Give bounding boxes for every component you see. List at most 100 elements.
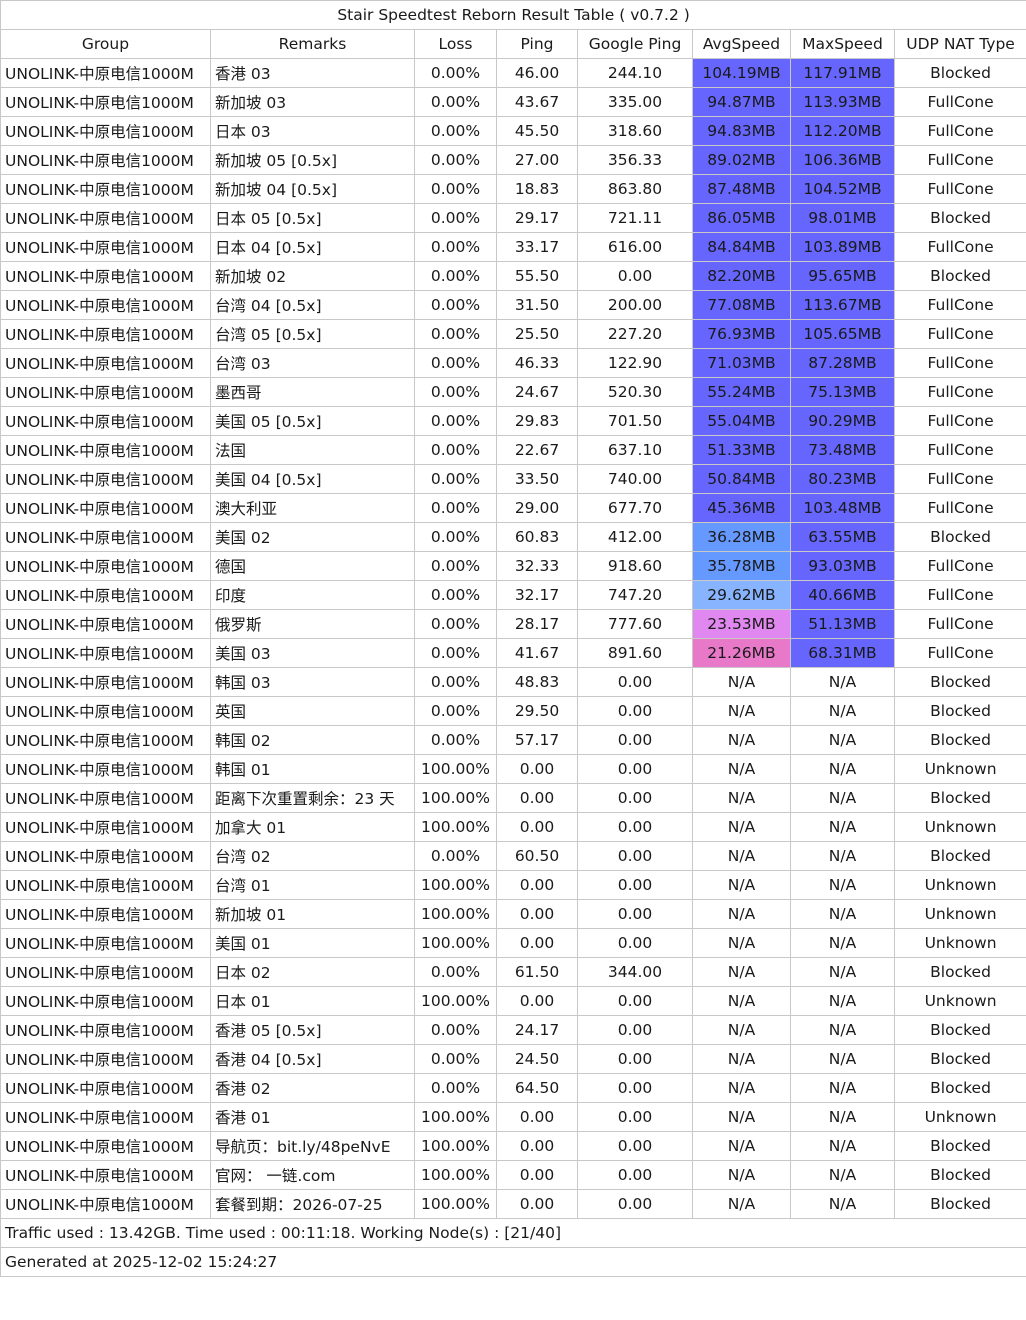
ping-cell: 61.50 (496, 957, 578, 987)
avg-speed-cell: N/A (692, 754, 791, 784)
ping-cell: 25.50 (496, 319, 578, 349)
google-ping-cell: 616.00 (577, 232, 693, 262)
avg-speed-cell: 76.93MB (692, 319, 791, 349)
google-ping-cell: 318.60 (577, 116, 693, 146)
table-row: UNOLINK-中原电信1000M 加拿大 01 100.00% 0.00 0.00 N/… (0, 812, 1026, 842)
nat-type-cell: Blocked (893, 1131, 1026, 1161)
max-speed-cell: 117.91MB (790, 58, 895, 88)
loss-cell: 0.00% (414, 522, 497, 552)
max-speed-cell: N/A (790, 1073, 895, 1103)
table-row: UNOLINK-中原电信1000M 澳大利亚 0.00% 29.00 677.70 45.… (0, 493, 1026, 523)
remarks-cell: 美国 04 [0.5x] (210, 464, 415, 494)
nat-type-cell: Blocked (893, 261, 1026, 291)
max-speed-cell: N/A (790, 841, 895, 871)
remarks-cell: 印度 (210, 580, 415, 610)
remarks-cell: 韩国 03 (210, 667, 415, 697)
table-row: UNOLINK-中原电信1000M 新加坡 01 100.00% 0.00 0.00 N/… (0, 899, 1026, 929)
table-row: UNOLINK-中原电信1000M 日本 03 0.00% 45.50 318.60 94… (0, 116, 1026, 146)
google-ping-cell: 0.00 (577, 725, 693, 755)
remarks-cell: 墨西哥 (210, 377, 415, 407)
loss-cell: 100.00% (414, 986, 497, 1016)
ping-cell: 0.00 (496, 754, 578, 784)
table-row: UNOLINK-中原电信1000M 俄罗斯 0.00% 28.17 777.60 23.5… (0, 609, 1026, 639)
avg-speed-cell: N/A (692, 1073, 791, 1103)
google-ping-cell: 747.20 (577, 580, 693, 610)
max-speed-cell: N/A (790, 1102, 895, 1132)
ping-cell: 29.83 (496, 406, 578, 436)
group-cell: UNOLINK-中原电信1000M (0, 696, 211, 726)
group-cell: UNOLINK-中原电信1000M (0, 986, 211, 1016)
max-speed-cell: N/A (790, 957, 895, 987)
table-row: UNOLINK-中原电信1000M 美国 02 0.00% 60.83 412.00 36… (0, 522, 1026, 552)
nat-type-cell: FullCone (893, 348, 1026, 378)
table-title: Stair Speedtest Reborn Result Table ( v0… (0, 0, 1026, 30)
remarks-cell: 香港 04 [0.5x] (210, 1044, 415, 1074)
loss-cell: 0.00% (414, 58, 497, 88)
avg-speed-cell: N/A (692, 696, 791, 726)
loss-cell: 0.00% (414, 1015, 497, 1045)
remarks-cell: 俄罗斯 (210, 609, 415, 639)
group-cell: UNOLINK-中原电信1000M (0, 1160, 211, 1190)
ping-cell: 18.83 (496, 174, 578, 204)
group-cell: UNOLINK-中原电信1000M (0, 1102, 211, 1132)
ping-cell: 32.33 (496, 551, 578, 581)
remarks-cell: 台湾 03 (210, 348, 415, 378)
remarks-cell: 台湾 04 [0.5x] (210, 290, 415, 320)
loss-cell: 0.00% (414, 725, 497, 755)
loss-cell: 0.00% (414, 406, 497, 436)
ping-cell: 0.00 (496, 870, 578, 900)
table-row: UNOLINK-中原电信1000M 台湾 01 100.00% 0.00 0.00 N/A… (0, 870, 1026, 900)
avg-speed-cell: 21.26MB (692, 638, 791, 668)
col-header-loss: Loss (414, 29, 497, 59)
max-speed-cell: 106.36MB (790, 145, 895, 175)
nat-type-cell: Unknown (893, 812, 1026, 842)
ping-cell: 60.83 (496, 522, 578, 552)
nat-type-cell: FullCone (893, 493, 1026, 523)
nat-type-cell: Blocked (893, 1160, 1026, 1190)
col-header-ping: Ping (496, 29, 578, 59)
max-speed-cell: N/A (790, 725, 895, 755)
max-speed-cell: 113.93MB (790, 87, 895, 117)
google-ping-cell: 244.10 (577, 58, 693, 88)
google-ping-cell: 356.33 (577, 145, 693, 175)
nat-type-cell: Unknown (893, 928, 1026, 958)
google-ping-cell: 122.90 (577, 348, 693, 378)
nat-type-cell: Blocked (893, 1189, 1026, 1219)
google-ping-cell: 677.70 (577, 493, 693, 523)
max-speed-cell: 103.89MB (790, 232, 895, 262)
ping-cell: 0.00 (496, 1131, 578, 1161)
google-ping-cell: 0.00 (577, 1073, 693, 1103)
avg-speed-cell: N/A (692, 1102, 791, 1132)
group-cell: UNOLINK-中原电信1000M (0, 725, 211, 755)
group-cell: UNOLINK-中原电信1000M (0, 87, 211, 117)
max-speed-cell: N/A (790, 1131, 895, 1161)
google-ping-cell: 0.00 (577, 1189, 693, 1219)
loss-cell: 100.00% (414, 754, 497, 784)
group-cell: UNOLINK-中原电信1000M (0, 261, 211, 291)
ping-cell: 0.00 (496, 1160, 578, 1190)
group-cell: UNOLINK-中原电信1000M (0, 957, 211, 987)
nat-type-cell: Unknown (893, 1102, 1026, 1132)
remarks-cell: 美国 05 [0.5x] (210, 406, 415, 436)
remarks-cell: 美国 01 (210, 928, 415, 958)
table-row: UNOLINK-中原电信1000M 法国 0.00% 22.67 637.10 51.33… (0, 435, 1026, 465)
max-speed-cell: 105.65MB (790, 319, 895, 349)
table-row: UNOLINK-中原电信1000M 韩国 03 0.00% 48.83 0.00 N/A N… (0, 667, 1026, 697)
max-speed-cell: 75.13MB (790, 377, 895, 407)
nat-type-cell: Blocked (893, 957, 1026, 987)
loss-cell: 0.00% (414, 348, 497, 378)
group-cell: UNOLINK-中原电信1000M (0, 1131, 211, 1161)
table-row: UNOLINK-中原电信1000M 官网： 一链.com 100.00% 0.00 0.… (0, 1160, 1026, 1190)
avg-speed-cell: N/A (692, 986, 791, 1016)
loss-cell: 100.00% (414, 812, 497, 842)
nat-type-cell: FullCone (893, 319, 1026, 349)
remarks-cell: 新加坡 01 (210, 899, 415, 929)
avg-speed-cell: 55.24MB (692, 377, 791, 407)
google-ping-cell: 0.00 (577, 667, 693, 697)
google-ping-cell: 0.00 (577, 783, 693, 813)
col-header-max-speed: MaxSpeed (790, 29, 895, 59)
table-row: UNOLINK-中原电信1000M 套餐到期：2026-07-25 100.00% 0… (0, 1189, 1026, 1219)
nat-type-cell: FullCone (893, 232, 1026, 262)
table-row: UNOLINK-中原电信1000M 韩国 01 100.00% 0.00 0.00 N/A… (0, 754, 1026, 784)
avg-speed-cell: 45.36MB (692, 493, 791, 523)
